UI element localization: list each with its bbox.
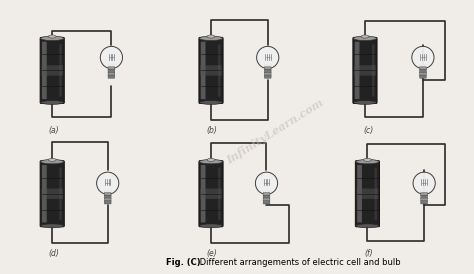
Polygon shape — [420, 190, 428, 194]
Polygon shape — [104, 190, 111, 194]
FancyBboxPatch shape — [108, 72, 115, 75]
FancyBboxPatch shape — [355, 42, 359, 99]
Circle shape — [100, 46, 122, 68]
FancyBboxPatch shape — [419, 67, 426, 70]
FancyBboxPatch shape — [264, 67, 271, 70]
FancyBboxPatch shape — [263, 193, 270, 196]
FancyBboxPatch shape — [218, 168, 220, 220]
Ellipse shape — [41, 36, 64, 41]
FancyBboxPatch shape — [40, 37, 64, 104]
FancyBboxPatch shape — [199, 37, 223, 104]
FancyBboxPatch shape — [199, 161, 223, 227]
FancyBboxPatch shape — [419, 70, 426, 73]
FancyBboxPatch shape — [42, 65, 63, 76]
Ellipse shape — [355, 223, 380, 228]
Ellipse shape — [207, 35, 215, 38]
Ellipse shape — [356, 224, 379, 228]
Ellipse shape — [364, 158, 371, 161]
Ellipse shape — [200, 224, 223, 228]
Ellipse shape — [199, 100, 223, 105]
FancyBboxPatch shape — [421, 193, 428, 196]
FancyBboxPatch shape — [42, 42, 47, 99]
FancyBboxPatch shape — [264, 70, 271, 73]
FancyBboxPatch shape — [263, 195, 270, 199]
Ellipse shape — [48, 35, 56, 38]
FancyBboxPatch shape — [108, 75, 115, 78]
Ellipse shape — [200, 101, 223, 104]
FancyBboxPatch shape — [104, 195, 111, 199]
Ellipse shape — [361, 35, 369, 38]
Circle shape — [412, 46, 434, 68]
FancyBboxPatch shape — [419, 75, 426, 78]
Ellipse shape — [353, 36, 377, 41]
FancyBboxPatch shape — [201, 65, 222, 76]
Ellipse shape — [207, 158, 215, 161]
FancyBboxPatch shape — [264, 72, 271, 75]
FancyBboxPatch shape — [419, 72, 426, 75]
Text: Fig. (C).: Fig. (C). — [166, 258, 204, 267]
Ellipse shape — [48, 158, 56, 161]
FancyBboxPatch shape — [357, 189, 378, 199]
FancyBboxPatch shape — [356, 161, 380, 227]
FancyBboxPatch shape — [59, 44, 62, 96]
Text: (e): (e) — [207, 249, 218, 258]
Circle shape — [413, 172, 435, 194]
Ellipse shape — [40, 223, 64, 228]
FancyBboxPatch shape — [218, 44, 220, 96]
FancyBboxPatch shape — [40, 161, 64, 227]
Ellipse shape — [41, 224, 64, 228]
Text: Different arrangements of electric cell and bulb: Different arrangements of electric cell … — [197, 258, 401, 267]
FancyBboxPatch shape — [354, 65, 376, 76]
Text: (f): (f) — [365, 249, 373, 258]
Ellipse shape — [200, 159, 223, 164]
FancyBboxPatch shape — [42, 165, 47, 222]
FancyBboxPatch shape — [263, 201, 270, 204]
Ellipse shape — [41, 159, 64, 164]
FancyBboxPatch shape — [353, 37, 377, 104]
Polygon shape — [108, 64, 115, 68]
FancyBboxPatch shape — [374, 168, 377, 220]
Ellipse shape — [41, 101, 64, 104]
Polygon shape — [264, 64, 272, 68]
Polygon shape — [263, 190, 270, 194]
FancyBboxPatch shape — [108, 70, 115, 73]
Ellipse shape — [199, 223, 223, 228]
FancyBboxPatch shape — [264, 75, 271, 78]
Circle shape — [255, 172, 278, 194]
FancyBboxPatch shape — [104, 201, 111, 204]
Ellipse shape — [200, 36, 223, 41]
Text: (d): (d) — [48, 249, 59, 258]
FancyBboxPatch shape — [42, 189, 63, 199]
Polygon shape — [419, 64, 427, 68]
FancyBboxPatch shape — [104, 198, 111, 201]
Text: (b): (b) — [207, 125, 218, 135]
FancyBboxPatch shape — [108, 67, 115, 70]
Text: InfinityLearn.com: InfinityLearn.com — [224, 97, 326, 166]
Text: (c): (c) — [364, 125, 374, 135]
Circle shape — [256, 46, 279, 68]
FancyBboxPatch shape — [263, 198, 270, 201]
FancyBboxPatch shape — [201, 189, 222, 199]
FancyBboxPatch shape — [104, 193, 111, 196]
Ellipse shape — [356, 159, 379, 164]
Text: (a): (a) — [48, 125, 59, 135]
FancyBboxPatch shape — [421, 195, 428, 199]
Ellipse shape — [353, 100, 377, 105]
Ellipse shape — [40, 100, 64, 105]
FancyBboxPatch shape — [201, 165, 206, 222]
FancyBboxPatch shape — [201, 42, 206, 99]
FancyBboxPatch shape — [59, 168, 62, 220]
FancyBboxPatch shape — [421, 198, 428, 201]
Ellipse shape — [353, 101, 377, 104]
Circle shape — [97, 172, 119, 194]
FancyBboxPatch shape — [421, 201, 428, 204]
FancyBboxPatch shape — [372, 44, 374, 96]
FancyBboxPatch shape — [357, 165, 362, 222]
